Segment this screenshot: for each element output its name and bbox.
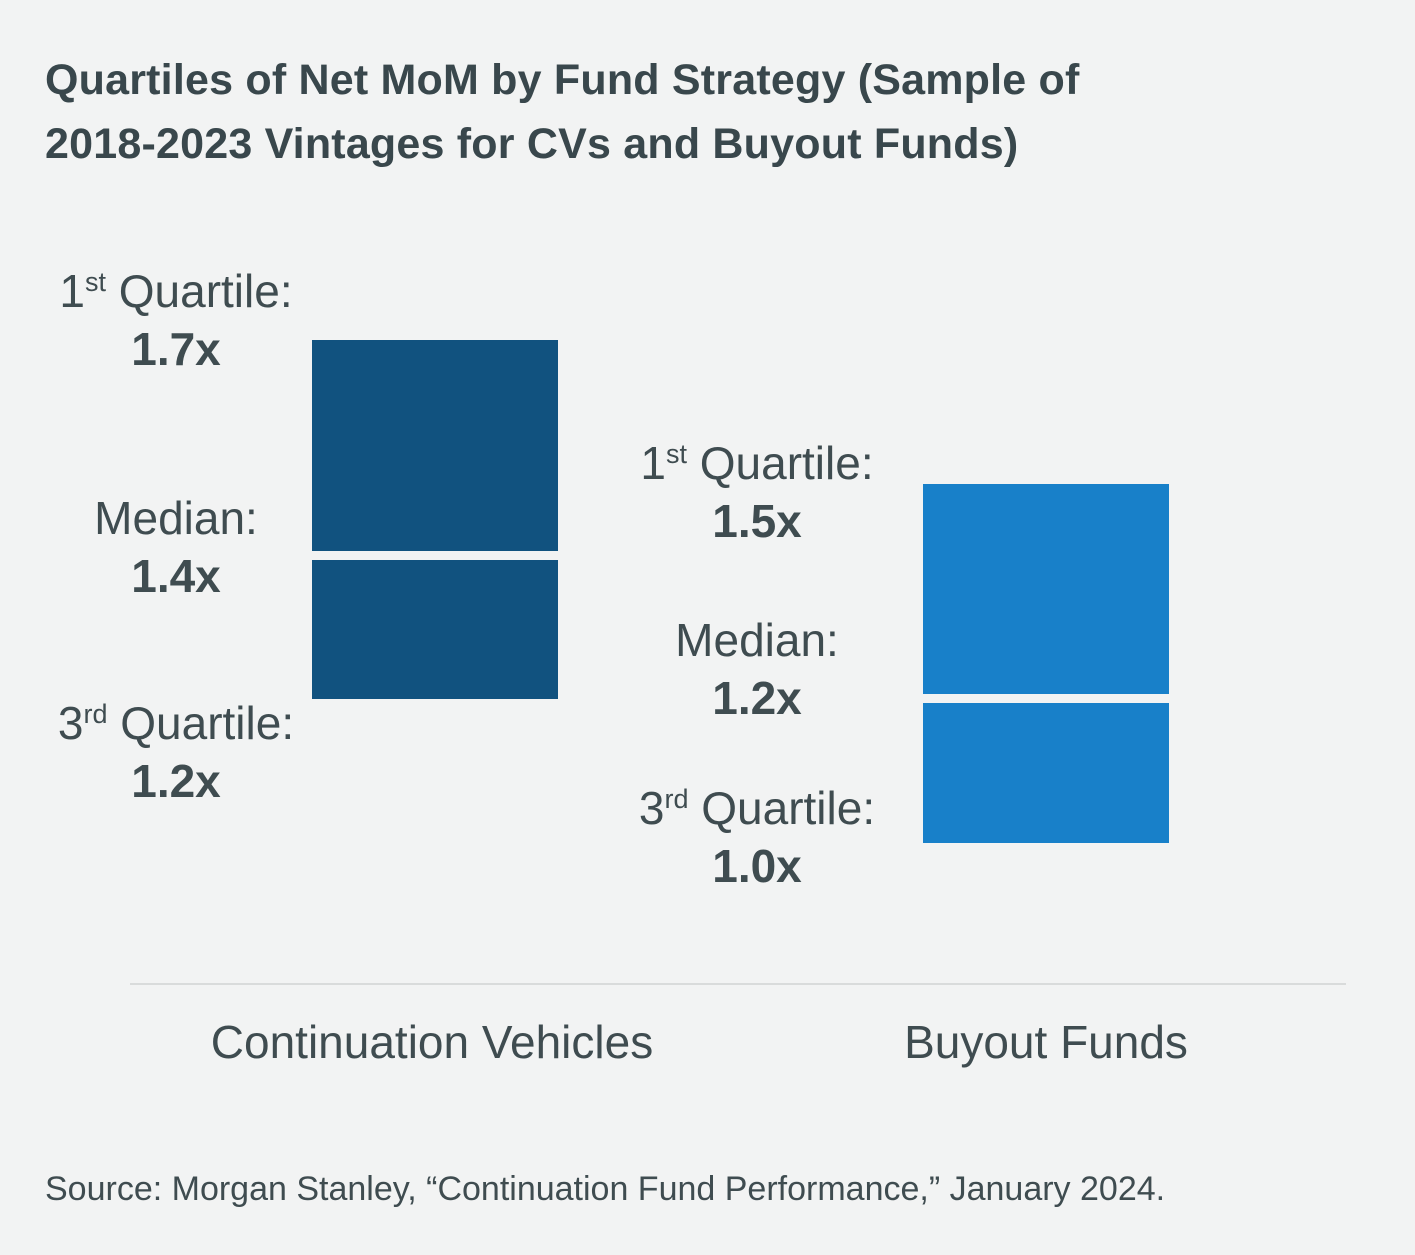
cv-q3-value: 1.2x <box>131 755 221 807</box>
cv-q3-label: 3rd Quartile: 1.2x <box>36 694 316 810</box>
buyout-q1-label: 1st Quartile: 1.5x <box>617 434 897 550</box>
buyout-q1-value: 1.5x <box>712 495 802 547</box>
buyout-median-value: 1.2x <box>712 672 802 724</box>
buyout-median-name: Median: <box>675 614 839 666</box>
buyout-q3-value: 1.0x <box>712 840 802 892</box>
ordinal-suffix: st <box>84 267 106 297</box>
cv-q1-label: 1st Quartile: 1.7x <box>36 262 316 378</box>
cv-median-value: 1.4x <box>131 550 221 602</box>
buyout-q3-label: 3rd Quartile: 1.0x <box>617 779 897 895</box>
cv-bar-upper-segment <box>312 340 558 551</box>
buyout-quartile-bar <box>923 483 1169 843</box>
category-label-continuation-vehicles: Continuation Vehicles <box>210 1016 654 1068</box>
buyout-bar-upper-segment <box>923 483 1169 695</box>
buyout-q1-name: 1st Quartile: <box>640 437 874 489</box>
axis-divider-line <box>130 983 1346 985</box>
cv-quartile-bar <box>312 340 558 699</box>
cv-q1-name: 1st Quartile: <box>59 265 293 317</box>
cv-q3-name: 3rd Quartile: <box>57 697 295 749</box>
buyout-bar-lower-segment <box>923 703 1169 843</box>
cv-median-name: Median: <box>94 492 258 544</box>
source-note: Source: Morgan Stanley, “Continuation Fu… <box>45 1170 1166 1208</box>
cv-median-label: Median: 1.4x <box>36 489 316 605</box>
ordinal-suffix: rd <box>664 784 689 814</box>
ordinal-suffix: st <box>665 439 687 469</box>
chart-title: Quartiles of Net MoM by Fund Strategy (S… <box>45 56 1080 168</box>
category-label-buyout-funds: Buyout Funds <box>904 1016 1188 1068</box>
cv-bar-lower-segment <box>312 559 558 699</box>
buyout-q3-name: 3rd Quartile: <box>638 782 876 834</box>
ordinal-suffix: rd <box>83 699 108 729</box>
cv-q1-value: 1.7x <box>131 323 221 375</box>
buyout-median-label: Median: 1.2x <box>617 611 897 727</box>
